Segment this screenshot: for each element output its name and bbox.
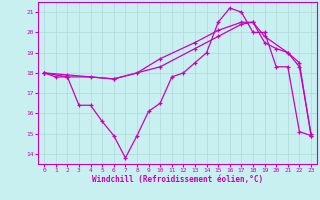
X-axis label: Windchill (Refroidissement éolien,°C): Windchill (Refroidissement éolien,°C) <box>92 175 263 184</box>
